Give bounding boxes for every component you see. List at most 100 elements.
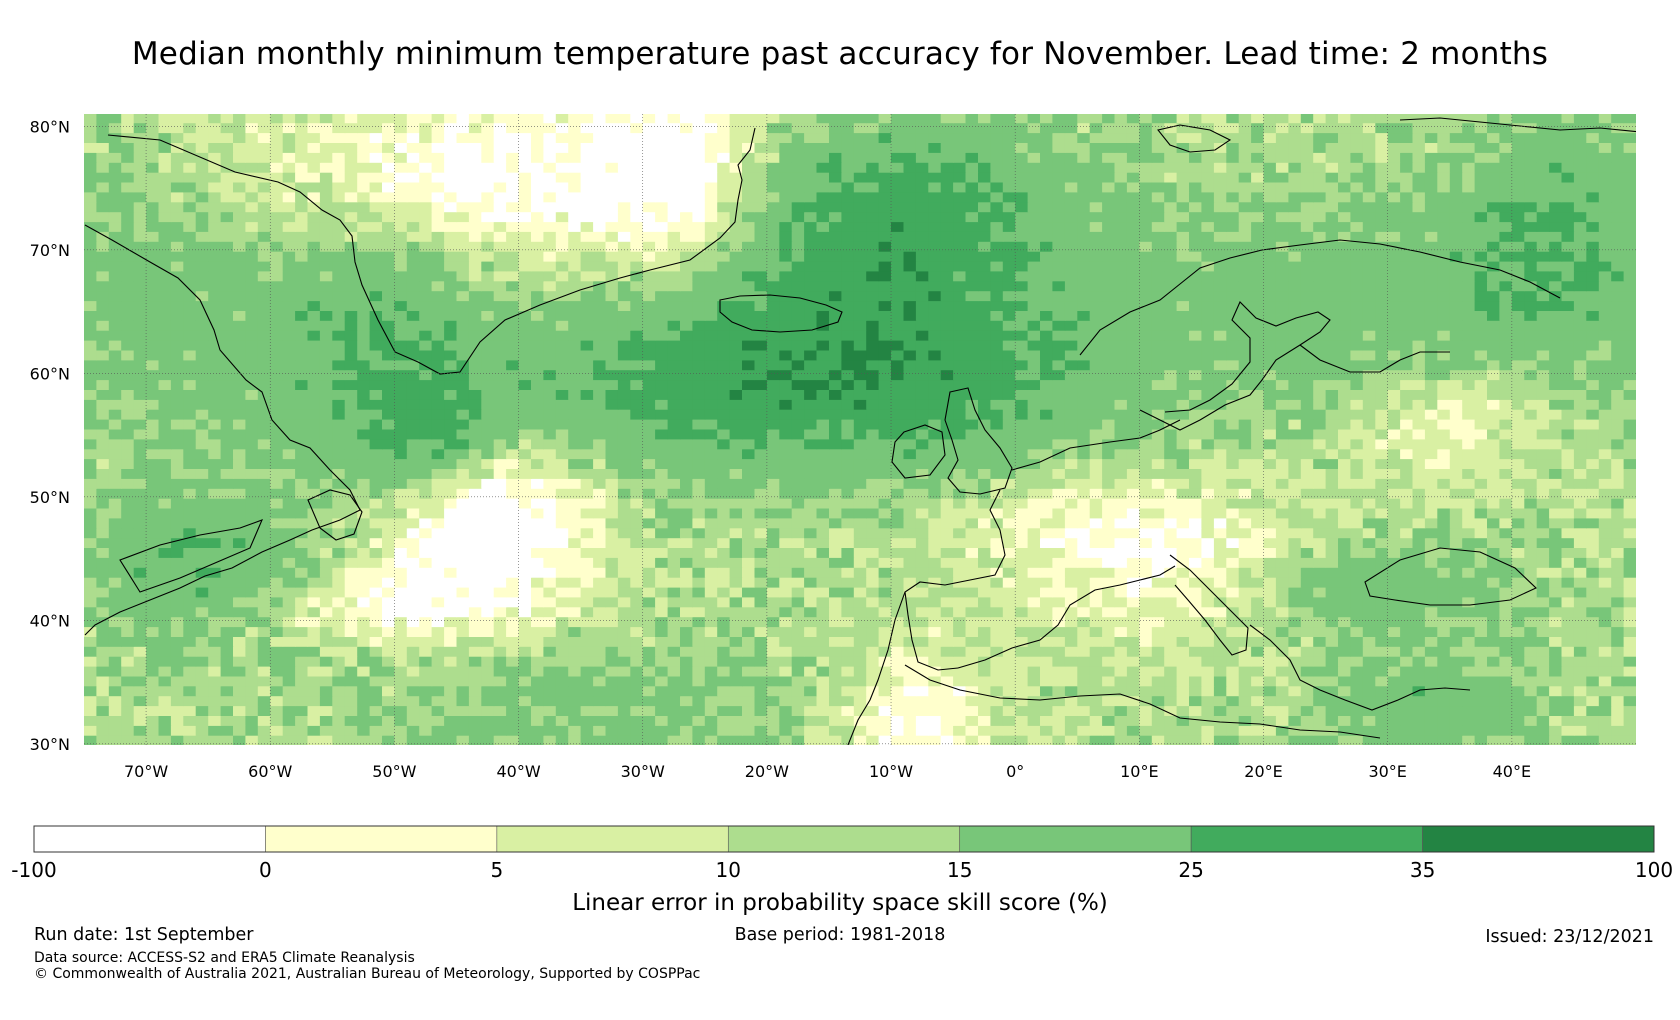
grid-cell <box>1040 666 1053 677</box>
grid-cell <box>704 626 718 637</box>
grid-cell <box>1189 735 1202 745</box>
grid-cell <box>431 685 445 697</box>
grid-cell <box>978 458 991 469</box>
grid-cell <box>506 616 520 628</box>
grid-cell <box>481 646 495 657</box>
grid-cell <box>1263 636 1277 647</box>
grid-cell <box>1623 557 1636 568</box>
grid-cell <box>1064 537 1078 548</box>
grid-cell <box>332 705 346 716</box>
grid-cell <box>903 626 917 637</box>
grid-cell <box>555 488 569 499</box>
grid-cell <box>220 656 234 667</box>
grid-cell <box>978 705 991 716</box>
grid-cell <box>394 567 408 578</box>
grid-cell <box>307 735 321 745</box>
grid-cell <box>1275 389 1289 400</box>
grid-cell <box>580 488 594 499</box>
grid-cell <box>1586 517 1600 529</box>
grid-cell <box>1325 646 1339 657</box>
grid-cell <box>307 478 321 489</box>
grid-cell <box>1387 488 1401 499</box>
grid-cell <box>965 547 979 558</box>
grid-cell <box>170 517 184 529</box>
grid-cell <box>1338 675 1351 687</box>
grid-cell <box>493 675 507 687</box>
grid-cell <box>766 596 780 608</box>
grid-cell <box>195 409 209 420</box>
grid-cell <box>108 527 122 539</box>
grid-cell <box>829 675 842 687</box>
grid-cell <box>1549 498 1563 509</box>
grid-cell <box>866 488 880 499</box>
grid-cell <box>1275 547 1289 558</box>
grid-cell <box>555 498 569 509</box>
grid-cell <box>642 399 656 410</box>
grid-cell <box>108 606 122 618</box>
grid-cell <box>133 567 147 578</box>
grid-cell <box>270 468 284 479</box>
grid-cell <box>382 725 395 736</box>
grid-cell <box>1052 478 1066 489</box>
grid-cell <box>1052 557 1066 568</box>
grid-cell <box>518 675 532 687</box>
grid-cell <box>282 606 296 618</box>
grid-cell <box>1313 428 1327 440</box>
grid-cell <box>766 419 780 430</box>
grid-cell <box>1350 527 1364 539</box>
grid-cell <box>208 507 222 519</box>
grid-cell <box>506 577 520 588</box>
grid-cell <box>344 458 358 469</box>
grid-cell <box>369 379 383 390</box>
grid-cell <box>1263 715 1277 726</box>
grid-cell <box>1089 478 1103 489</box>
grid-cell <box>1449 685 1463 697</box>
grid-cell <box>680 616 693 628</box>
grid-cell <box>1176 379 1190 390</box>
grid-cell <box>1288 419 1302 430</box>
grid-cell <box>208 606 222 618</box>
grid-cell <box>382 606 395 618</box>
grid-cell <box>146 517 160 529</box>
grid-cell <box>1114 596 1128 608</box>
grid-cell <box>344 448 358 460</box>
grid-cell <box>518 428 532 440</box>
grid-cell <box>183 379 197 390</box>
grid-cell <box>928 438 942 450</box>
grid-cell <box>382 349 395 361</box>
grid-cell <box>903 685 917 697</box>
grid-cell <box>481 419 495 430</box>
grid-cell <box>704 735 718 745</box>
grid-cell <box>220 527 234 539</box>
grid-cell <box>183 488 197 499</box>
grid-cell <box>1027 517 1041 529</box>
grid-cell <box>1002 715 1016 726</box>
grid-cell <box>1002 557 1016 568</box>
grid-cell <box>667 468 681 479</box>
grid-cell <box>766 507 780 519</box>
grid-cell <box>816 685 830 697</box>
grid-cell <box>866 438 880 450</box>
grid-cell <box>1275 586 1289 598</box>
grid-cell <box>1387 695 1401 707</box>
grid-cell <box>667 419 681 430</box>
grid-cell <box>1189 379 1202 390</box>
grid-cell <box>742 675 755 687</box>
grid-cell <box>1064 715 1078 726</box>
grid-cell <box>853 517 867 529</box>
grid-cell <box>1238 735 1252 745</box>
grid-cell <box>891 675 904 687</box>
grid-cell <box>1338 419 1351 430</box>
grid-cell <box>394 695 408 707</box>
grid-cell <box>717 735 731 745</box>
grid-cell <box>493 656 507 667</box>
grid-cell <box>1114 468 1128 479</box>
grid-cell <box>742 507 755 519</box>
grid-cell <box>1015 399 1029 410</box>
grid-cell <box>170 626 184 637</box>
grid-cell <box>468 349 482 361</box>
grid-cell <box>990 725 1004 736</box>
grid-cell <box>1499 399 1513 410</box>
grid-cell <box>1077 557 1091 568</box>
grid-cell <box>580 517 594 529</box>
